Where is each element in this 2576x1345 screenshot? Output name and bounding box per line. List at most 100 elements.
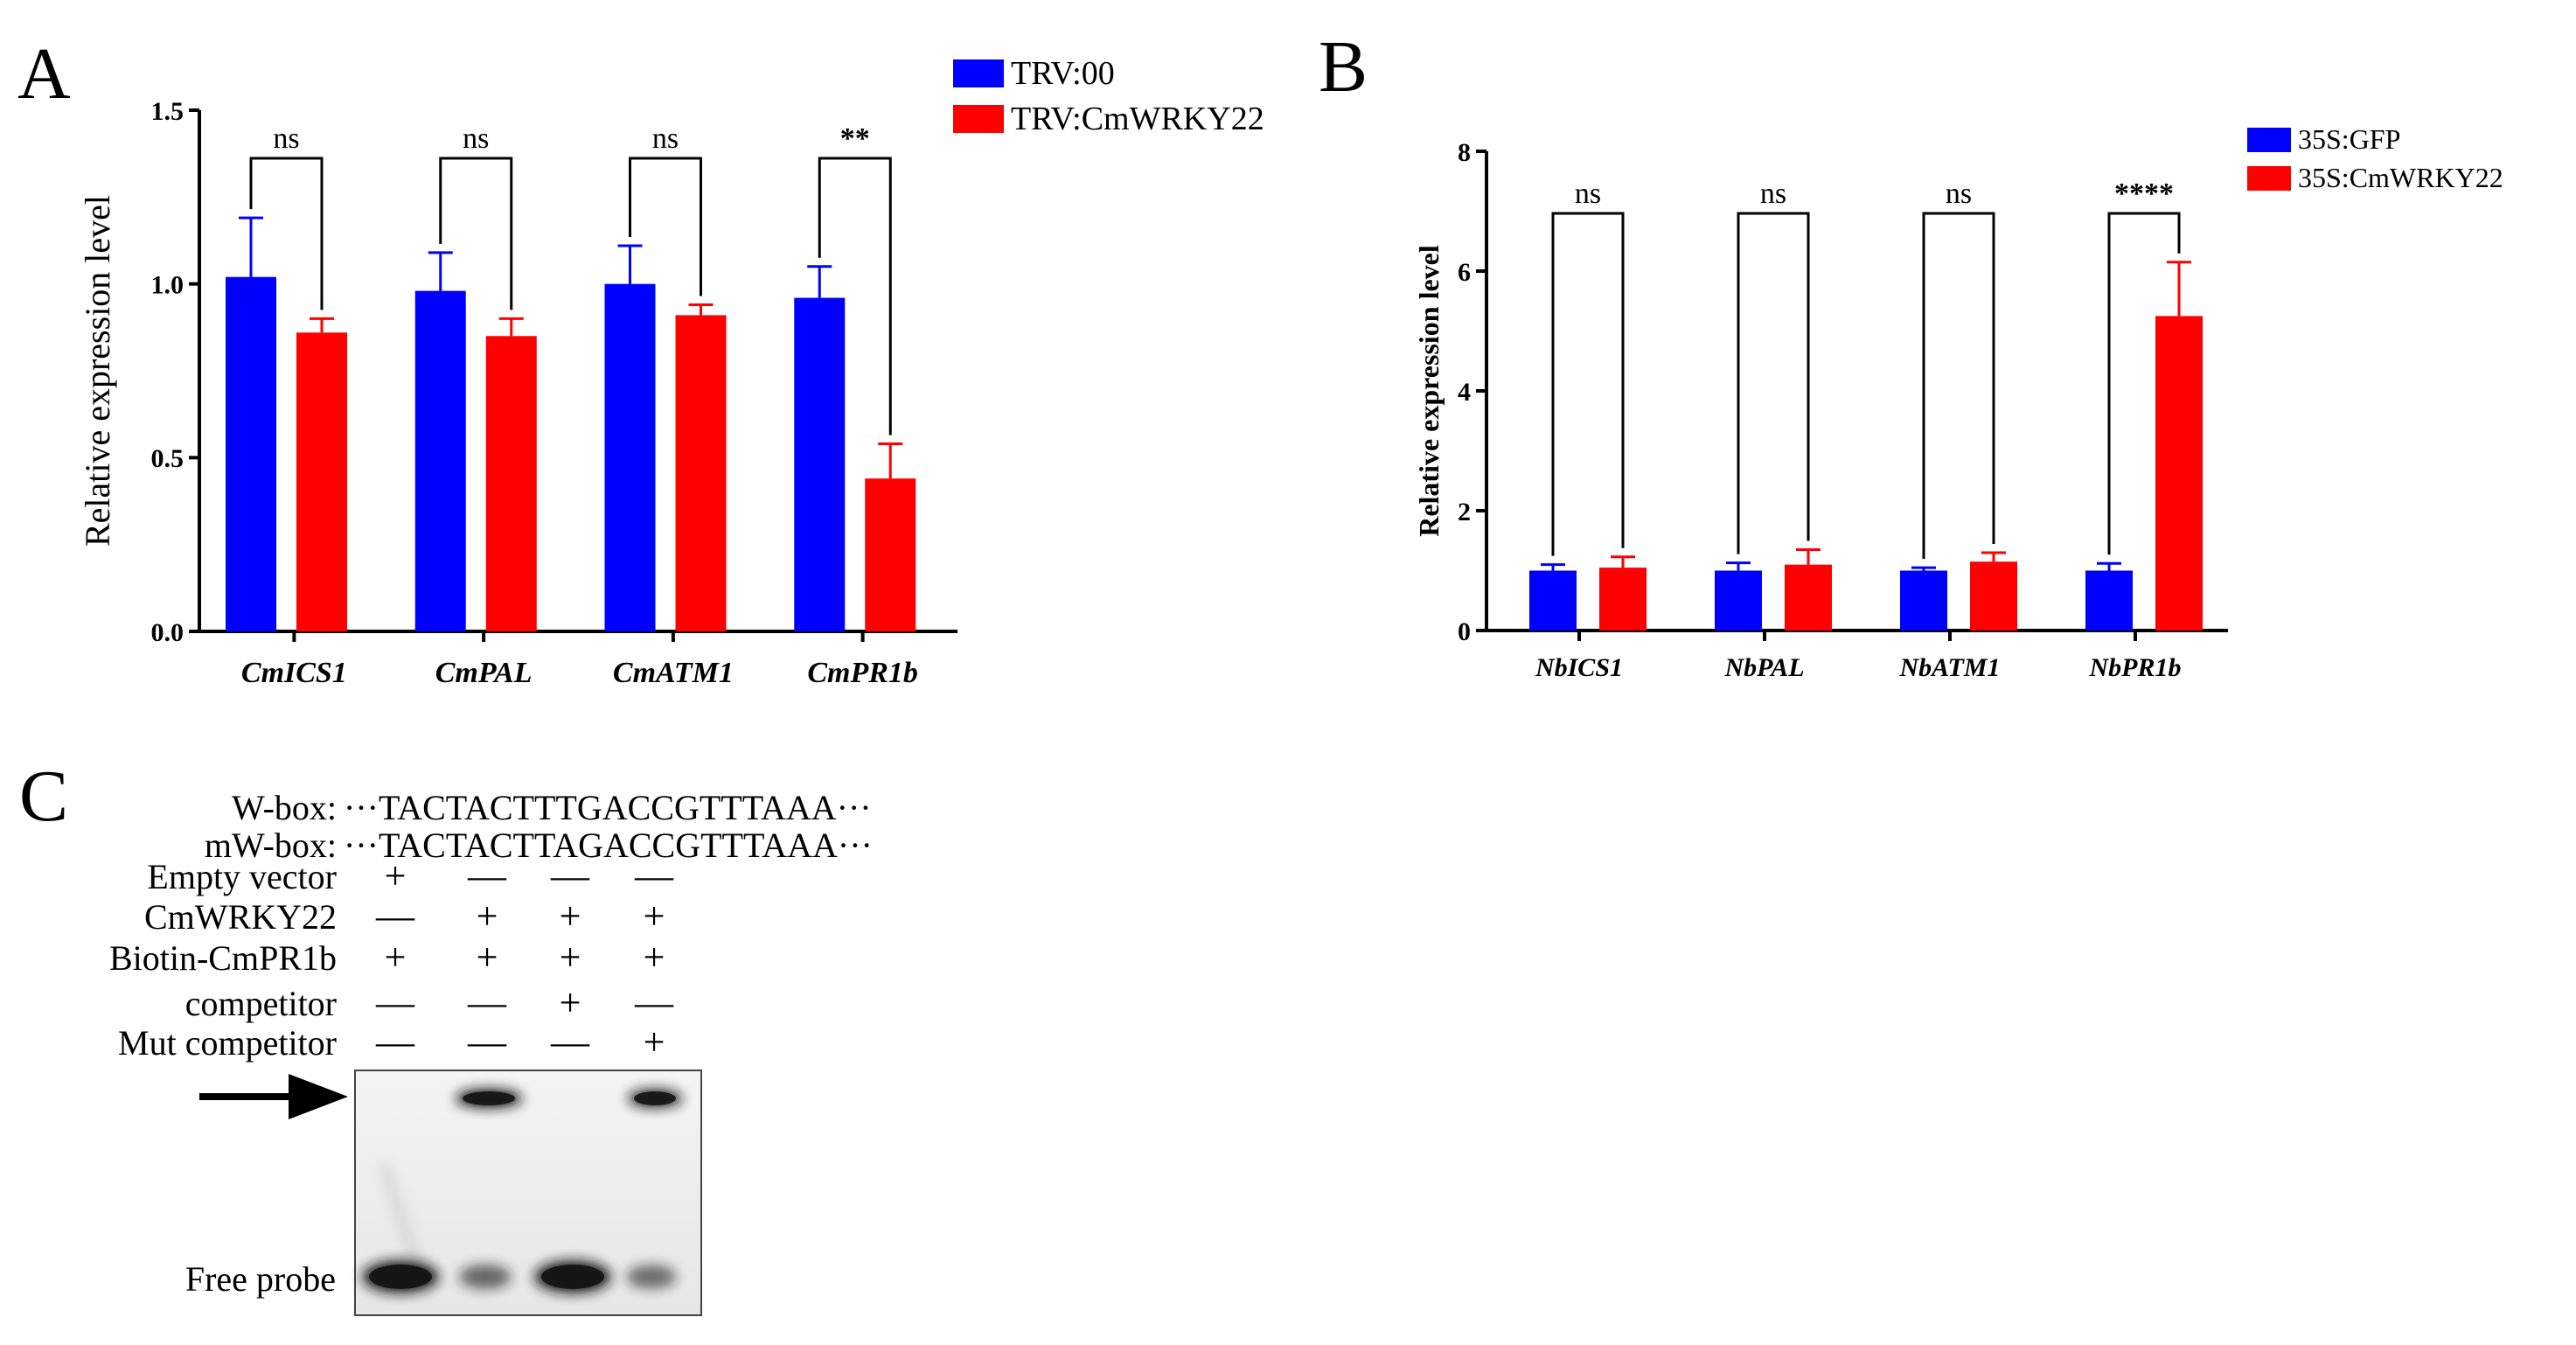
bar [1599, 568, 1647, 631]
bar [485, 336, 537, 631]
legend-swatch [953, 105, 1004, 133]
emsa-lane-symbol: — [375, 895, 415, 937]
emsa-lane-symbol: + [560, 895, 581, 937]
y-tick-label: 8 [1458, 138, 1471, 167]
bar [675, 315, 727, 631]
significance-label: ns [1760, 178, 1786, 210]
x-tick-label: CmPAL [435, 657, 533, 689]
significance-label: ** [840, 122, 870, 155]
y-tick-label: 1.5 [151, 97, 184, 126]
bar [1529, 570, 1577, 631]
emsa-lane-symbol: — [550, 854, 590, 897]
shifted-band-core [463, 1091, 515, 1105]
panel-label-c: C [19, 756, 68, 837]
emsa-lane-symbol: — [634, 981, 674, 1024]
wbox-label: W-box: [232, 788, 337, 827]
emsa-lane-symbol: + [560, 936, 581, 979]
emsa-lane-symbol: — [467, 854, 507, 897]
x-tick-label: NbPAL [1723, 653, 1804, 682]
x-tick-label: CmPR1b [807, 657, 918, 689]
mwbox-sequence: ···TACTACTTAGACCGTTTAAA··· [344, 826, 873, 865]
emsa-lane-symbol: — [375, 1021, 415, 1063]
wbox-sequence: ···TACTACTTTGACCGTTTAAA··· [344, 788, 872, 827]
bar [2085, 570, 2133, 631]
y-axis-label: Relative expression level [78, 195, 117, 547]
significance-bracket [2107, 212, 2181, 555]
emsa-condition-label: Biotin-CmPR1b [109, 938, 337, 978]
bar [1970, 561, 2017, 631]
free-probe-band [626, 1265, 677, 1289]
significance-bracket [439, 157, 513, 310]
bar [604, 283, 656, 631]
emsa-lane-symbol: — [467, 981, 507, 1024]
y-tick-label: 0 [1458, 617, 1471, 646]
shifted-band-core [634, 1091, 676, 1105]
panel-label-b: B [1319, 26, 1368, 108]
x-tick-label: CmATM1 [613, 657, 734, 689]
bar [414, 290, 466, 631]
legend-label: 35S:GFP [2298, 123, 2400, 155]
free-probe-band [459, 1264, 512, 1290]
legend-label: 35S:CmWRKY22 [2298, 162, 2503, 193]
emsa-lane-symbol: — [375, 981, 415, 1024]
bar [1785, 564, 1832, 631]
emsa-lane-symbol: + [477, 895, 498, 937]
significance-bracket [249, 157, 324, 310]
x-tick-label: NbICS1 [1535, 653, 1623, 682]
legend-swatch [2247, 166, 2291, 191]
bar [794, 297, 846, 631]
y-tick-label: 0.5 [151, 444, 184, 473]
emsa-panel: W-box: ···TACTACTTTGACCGTTTAAA··· mW-box… [109, 788, 873, 1316]
emsa-condition-table: Empty vector + — — —CmWRKY22— + + +Biotin-CmPR1… [109, 854, 674, 1063]
significance-bracket [629, 157, 702, 296]
emsa-lane-symbol: + [644, 936, 665, 979]
y-tick-label: 4 [1458, 378, 1471, 407]
y-tick-label: 1.0 [151, 270, 184, 299]
x-tick-label: CmICS1 [241, 657, 347, 689]
significance-label: **** [2114, 178, 2174, 210]
gel-bands [362, 1089, 683, 1293]
y-axis-label: Relative expression level [1413, 245, 1445, 537]
significance-label: ns [1575, 178, 1601, 210]
emsa-lane-symbol: — [467, 1021, 507, 1063]
free-probe-band-core [541, 1265, 604, 1289]
emsa-lane-symbol: + [644, 895, 665, 937]
significance-bracket [818, 157, 892, 436]
legend-label: TRV:CmWRKY22 [1011, 101, 1264, 137]
panel-label-a: A [17, 33, 71, 115]
bar [1900, 570, 1947, 631]
emsa-lane-symbol: — [550, 1021, 590, 1063]
emsa-condition-label: CmWRKY22 [144, 897, 337, 937]
free-probe-band-core [369, 1265, 432, 1289]
significance-bracket [1922, 212, 1995, 560]
significance-label: ns [463, 122, 489, 155]
significance-label: ns [652, 122, 679, 155]
significance-label: ns [1946, 178, 1972, 210]
emsa-lane-symbol: + [644, 1021, 665, 1063]
significance-bracket [1737, 212, 1810, 554]
mwbox-label: mW-box: [205, 826, 337, 865]
gel-smear [379, 1161, 424, 1270]
emsa-lane-symbol: + [385, 936, 407, 979]
chart-b: 0 2 4 6 8 Relative expression level NbICS1 ns Nb… [1413, 123, 2503, 682]
emsa-condition-label: Mut competitor [118, 1023, 337, 1063]
bar [2155, 316, 2203, 631]
y-tick-label: 2 [1458, 498, 1471, 526]
chart-a: 0.0 0.5 1.0 1.5 Relative expression level CmI… [78, 55, 1264, 689]
y-tick-label: 6 [1458, 258, 1471, 287]
legend-label: TRV:00 [1011, 55, 1115, 92]
y-tick-label: 0.0 [151, 618, 184, 647]
bar [1715, 570, 1762, 631]
significance-label: ns [273, 122, 299, 155]
bar [296, 332, 347, 631]
emsa-lane-symbol: + [477, 936, 498, 979]
x-tick-label: NbATM1 [1898, 653, 2000, 682]
legend-swatch [2247, 128, 2291, 152]
emsa-lane-symbol: — [634, 854, 674, 897]
x-tick-label: NbPR1b [2089, 653, 2182, 682]
emsa-lane-symbol: + [385, 854, 407, 897]
legend-swatch [953, 59, 1004, 87]
bar [226, 276, 276, 631]
shift-arrow-head [289, 1074, 348, 1119]
